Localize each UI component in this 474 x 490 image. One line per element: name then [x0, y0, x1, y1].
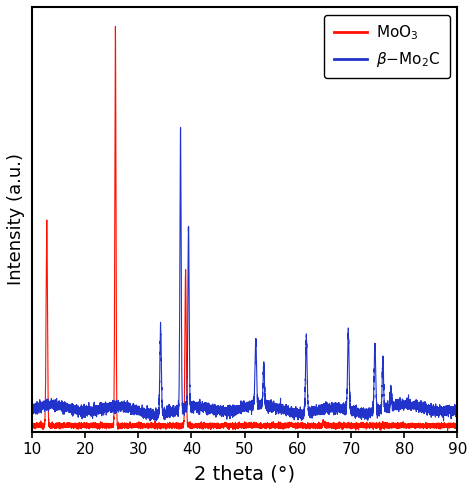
- X-axis label: 2 theta (°): 2 theta (°): [194, 464, 295, 483]
- Y-axis label: Intensity (a.u.): Intensity (a.u.): [7, 153, 25, 285]
- Legend: MoO$_3$, $\beta$$-$Mo$_2$C: MoO$_3$, $\beta$$-$Mo$_2$C: [324, 15, 450, 78]
